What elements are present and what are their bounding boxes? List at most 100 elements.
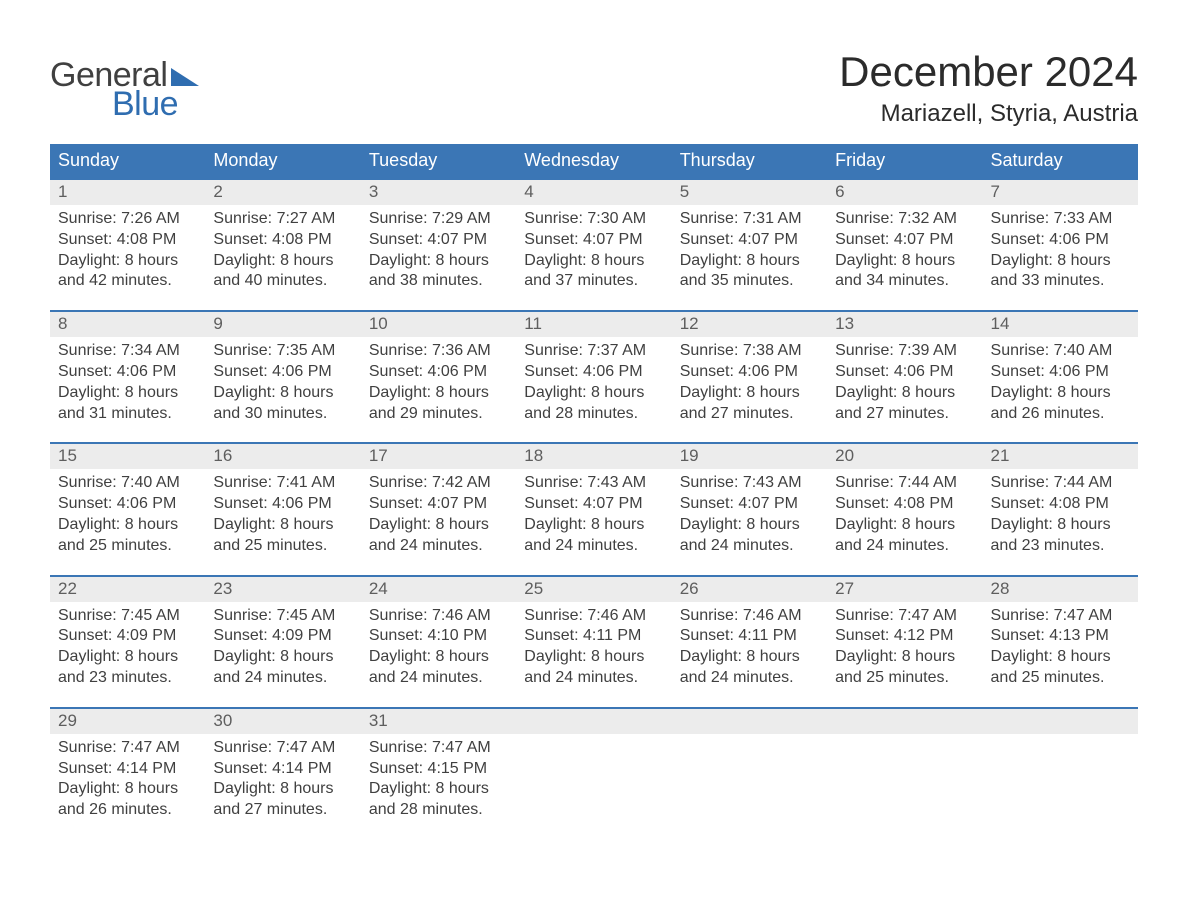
daylight-line-2: and 24 minutes. bbox=[524, 668, 663, 689]
sunrise-line: Sunrise: 7:30 AM bbox=[524, 209, 663, 230]
day-number-row: 22232425262728 bbox=[50, 575, 1138, 602]
sunset-line: Sunset: 4:14 PM bbox=[213, 759, 352, 780]
day-detail: Sunrise: 7:36 AMSunset: 4:06 PMDaylight:… bbox=[361, 337, 516, 428]
sunset-line: Sunset: 4:07 PM bbox=[680, 230, 819, 251]
day-number: 25 bbox=[516, 577, 671, 602]
calendar: Sunday Monday Tuesday Wednesday Thursday… bbox=[50, 144, 1138, 825]
day-number: 9 bbox=[205, 312, 360, 337]
day-number: 11 bbox=[516, 312, 671, 337]
day-detail: Sunrise: 7:45 AMSunset: 4:09 PMDaylight:… bbox=[205, 602, 360, 693]
day-detail: Sunrise: 7:34 AMSunset: 4:06 PMDaylight:… bbox=[50, 337, 205, 428]
sunset-line: Sunset: 4:11 PM bbox=[680, 626, 819, 647]
day-number: 1 bbox=[50, 180, 205, 205]
day-detail: Sunrise: 7:26 AMSunset: 4:08 PMDaylight:… bbox=[50, 205, 205, 296]
daylight-line-1: Daylight: 8 hours bbox=[213, 779, 352, 800]
daylight-line-2: and 42 minutes. bbox=[58, 271, 197, 292]
sunrise-line: Sunrise: 7:41 AM bbox=[213, 473, 352, 494]
day-number: 5 bbox=[672, 180, 827, 205]
daylight-line-2: and 24 minutes. bbox=[835, 536, 974, 557]
daylight-line-1: Daylight: 8 hours bbox=[369, 647, 508, 668]
day-detail: Sunrise: 7:42 AMSunset: 4:07 PMDaylight:… bbox=[361, 469, 516, 560]
sunrise-line: Sunrise: 7:40 AM bbox=[58, 473, 197, 494]
sunset-line: Sunset: 4:08 PM bbox=[58, 230, 197, 251]
sunrise-line: Sunrise: 7:36 AM bbox=[369, 341, 508, 362]
day-detail-row: Sunrise: 7:26 AMSunset: 4:08 PMDaylight:… bbox=[50, 205, 1138, 296]
day-detail: Sunrise: 7:46 AMSunset: 4:11 PMDaylight:… bbox=[672, 602, 827, 693]
day-detail: Sunrise: 7:29 AMSunset: 4:07 PMDaylight:… bbox=[361, 205, 516, 296]
day-number: 20 bbox=[827, 444, 982, 469]
day-number-row: 15161718192021 bbox=[50, 442, 1138, 469]
sunrise-line: Sunrise: 7:47 AM bbox=[369, 738, 508, 759]
day-detail: Sunrise: 7:45 AMSunset: 4:09 PMDaylight:… bbox=[50, 602, 205, 693]
day-detail: Sunrise: 7:47 AMSunset: 4:14 PMDaylight:… bbox=[50, 734, 205, 825]
daylight-line-1: Daylight: 8 hours bbox=[58, 779, 197, 800]
sunrise-line: Sunrise: 7:45 AM bbox=[58, 606, 197, 627]
day-number: 4 bbox=[516, 180, 671, 205]
daylight-line-1: Daylight: 8 hours bbox=[524, 251, 663, 272]
day-detail: Sunrise: 7:47 AMSunset: 4:13 PMDaylight:… bbox=[983, 602, 1138, 693]
daylight-line-1: Daylight: 8 hours bbox=[58, 383, 197, 404]
sunrise-line: Sunrise: 7:47 AM bbox=[991, 606, 1130, 627]
daylight-line-1: Daylight: 8 hours bbox=[680, 647, 819, 668]
day-detail: Sunrise: 7:35 AMSunset: 4:06 PMDaylight:… bbox=[205, 337, 360, 428]
daylight-line-1: Daylight: 8 hours bbox=[58, 647, 197, 668]
daylight-line-1: Daylight: 8 hours bbox=[369, 515, 508, 536]
sunrise-line: Sunrise: 7:43 AM bbox=[680, 473, 819, 494]
day-number: 15 bbox=[50, 444, 205, 469]
daylight-line-2: and 23 minutes. bbox=[991, 536, 1130, 557]
daylight-line-1: Daylight: 8 hours bbox=[213, 515, 352, 536]
day-detail: Sunrise: 7:31 AMSunset: 4:07 PMDaylight:… bbox=[672, 205, 827, 296]
sunrise-line: Sunrise: 7:37 AM bbox=[524, 341, 663, 362]
sunrise-line: Sunrise: 7:46 AM bbox=[680, 606, 819, 627]
day-detail: Sunrise: 7:47 AMSunset: 4:15 PMDaylight:… bbox=[361, 734, 516, 825]
day-detail: Sunrise: 7:30 AMSunset: 4:07 PMDaylight:… bbox=[516, 205, 671, 296]
sunrise-line: Sunrise: 7:44 AM bbox=[991, 473, 1130, 494]
day-number-row: 293031.... bbox=[50, 707, 1138, 734]
daylight-line-1: Daylight: 8 hours bbox=[524, 383, 663, 404]
day-number: 14 bbox=[983, 312, 1138, 337]
daylight-line-1: Daylight: 8 hours bbox=[991, 251, 1130, 272]
day-number: 29 bbox=[50, 709, 205, 734]
daylight-line-2: and 24 minutes. bbox=[680, 668, 819, 689]
day-detail-row: Sunrise: 7:40 AMSunset: 4:06 PM Daylight:… bbox=[50, 469, 1138, 560]
day-detail: Sunrise: 7:46 AMSunset: 4:10 PMDaylight:… bbox=[361, 602, 516, 693]
sunset-line: Sunset: 4:14 PM bbox=[58, 759, 197, 780]
daylight-line-1: Daylight: 8 hours bbox=[991, 515, 1130, 536]
daylight-line-1: Daylight: 8 hours bbox=[680, 383, 819, 404]
dow-tuesday: Tuesday bbox=[361, 144, 516, 178]
page: General Blue December 2024 Mariazell, St… bbox=[0, 0, 1188, 889]
daylight-line-2: and 26 minutes. bbox=[991, 404, 1130, 425]
sunrise-line: Sunrise: 7:42 AM bbox=[369, 473, 508, 494]
sunset-line: Sunset: 4:06 PM bbox=[58, 494, 197, 515]
day-number: 22 bbox=[50, 577, 205, 602]
day-number: 17 bbox=[361, 444, 516, 469]
daylight-line-1: Daylight: 8 hours bbox=[835, 515, 974, 536]
day-number: 28 bbox=[983, 577, 1138, 602]
daylight-line-1: Daylight: 8 hours bbox=[835, 647, 974, 668]
daylight-line-2: and 40 minutes. bbox=[213, 271, 352, 292]
days-of-week-header: Sunday Monday Tuesday Wednesday Thursday… bbox=[50, 144, 1138, 178]
dow-saturday: Saturday bbox=[983, 144, 1138, 178]
daylight-line-2: and 37 minutes. bbox=[524, 271, 663, 292]
day-number-row: 1234567 bbox=[50, 178, 1138, 205]
daylight-line-1: Daylight: 8 hours bbox=[680, 251, 819, 272]
daylight-line-2: and 24 minutes. bbox=[680, 536, 819, 557]
day-detail: Sunrise: 7:44 AMSunset: 4:08 PMDaylight:… bbox=[983, 469, 1138, 560]
daylight-line-2: and 35 minutes. bbox=[680, 271, 819, 292]
day-number: 13 bbox=[827, 312, 982, 337]
day-detail-row: Sunrise: 7:47 AMSunset: 4:14 PMDaylight:… bbox=[50, 734, 1138, 825]
sunset-line: Sunset: 4:08 PM bbox=[213, 230, 352, 251]
title-block: December 2024 Mariazell, Styria, Austria bbox=[839, 40, 1138, 138]
daylight-line-1: Daylight: 8 hours bbox=[369, 383, 508, 404]
day-number: 21 bbox=[983, 444, 1138, 469]
sunset-line: Sunset: 4:08 PM bbox=[991, 494, 1130, 515]
sunrise-line: Sunrise: 7:27 AM bbox=[213, 209, 352, 230]
header: General Blue December 2024 Mariazell, St… bbox=[50, 40, 1138, 138]
dow-wednesday: Wednesday bbox=[516, 144, 671, 178]
week-row: 1234567Sunrise: 7:26 AMSunset: 4:08 PMDa… bbox=[50, 178, 1138, 296]
daylight-line-1: Daylight: 8 hours bbox=[369, 779, 508, 800]
sunset-line: Sunset: 4:10 PM bbox=[369, 626, 508, 647]
day-detail: Sunrise: 7:32 AMSunset: 4:07 PMDaylight:… bbox=[827, 205, 982, 296]
logo: General Blue bbox=[50, 56, 205, 124]
day-detail: Sunrise: 7:41 AMSunset: 4:06 PMDaylight:… bbox=[205, 469, 360, 560]
